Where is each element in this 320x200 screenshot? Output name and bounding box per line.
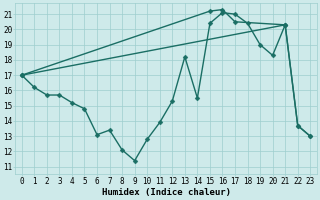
X-axis label: Humidex (Indice chaleur): Humidex (Indice chaleur) (101, 188, 230, 197)
